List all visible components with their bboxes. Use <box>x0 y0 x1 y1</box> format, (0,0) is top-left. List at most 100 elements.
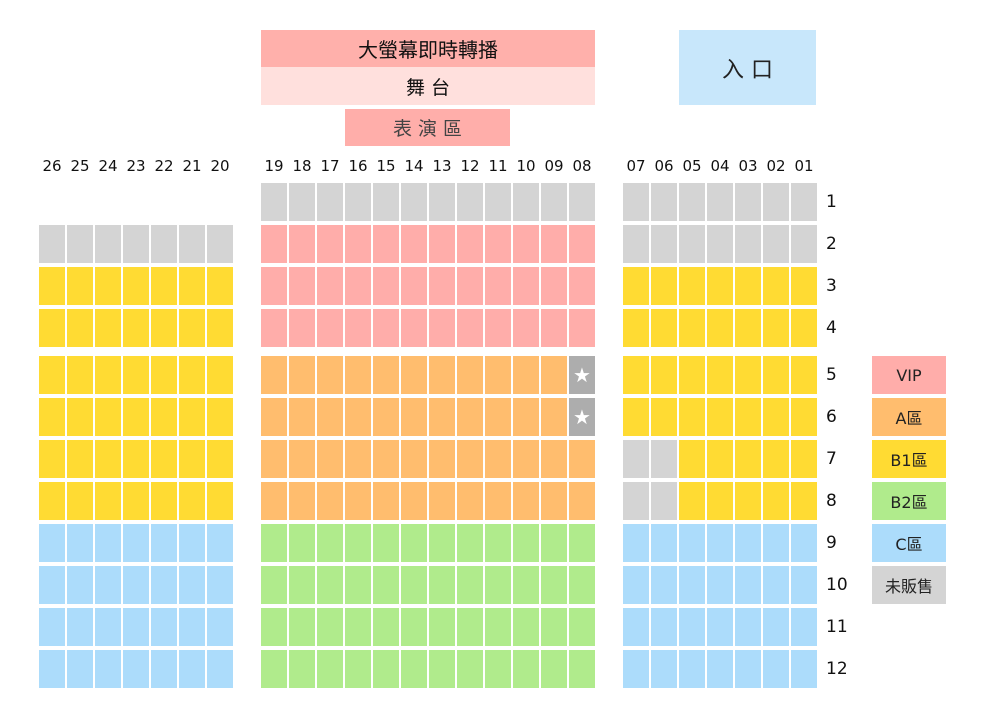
seat[interactable] <box>207 608 233 646</box>
seat[interactable] <box>179 650 205 688</box>
seat[interactable] <box>207 398 233 436</box>
seat[interactable] <box>123 225 149 263</box>
seat[interactable] <box>151 482 177 520</box>
seat[interactable] <box>651 398 677 436</box>
seat[interactable] <box>401 608 427 646</box>
seat[interactable] <box>679 398 705 436</box>
seat[interactable] <box>39 650 65 688</box>
seat[interactable] <box>569 482 595 520</box>
seat[interactable] <box>151 440 177 478</box>
seat[interactable] <box>123 608 149 646</box>
seat[interactable] <box>485 356 511 394</box>
seat[interactable] <box>123 650 149 688</box>
seat[interactable] <box>345 398 371 436</box>
seat[interactable] <box>569 440 595 478</box>
seat[interactable] <box>39 356 65 394</box>
seat[interactable] <box>317 356 343 394</box>
seat[interactable] <box>541 225 567 263</box>
seat[interactable] <box>763 225 789 263</box>
seat[interactable] <box>707 309 733 347</box>
seat[interactable] <box>791 566 817 604</box>
seat[interactable] <box>207 356 233 394</box>
seat[interactable] <box>735 267 761 305</box>
seat[interactable] <box>457 398 483 436</box>
seat[interactable] <box>791 225 817 263</box>
seat[interactable] <box>429 524 455 562</box>
seat[interactable] <box>373 524 399 562</box>
seat[interactable] <box>345 650 371 688</box>
seat[interactable] <box>373 608 399 646</box>
seat[interactable] <box>791 524 817 562</box>
seat[interactable] <box>791 608 817 646</box>
seat[interactable] <box>651 225 677 263</box>
seat[interactable] <box>39 524 65 562</box>
seat[interactable] <box>39 398 65 436</box>
seat[interactable] <box>289 398 315 436</box>
seat[interactable] <box>707 482 733 520</box>
seat[interactable] <box>261 183 287 221</box>
seat[interactable] <box>707 225 733 263</box>
seat[interactable] <box>569 608 595 646</box>
seat[interactable] <box>735 608 761 646</box>
seat[interactable] <box>67 398 93 436</box>
seat[interactable] <box>457 183 483 221</box>
seat[interactable] <box>373 309 399 347</box>
seat[interactable] <box>207 650 233 688</box>
seat[interactable] <box>569 650 595 688</box>
seat[interactable] <box>151 225 177 263</box>
seat[interactable] <box>513 482 539 520</box>
seat[interactable] <box>623 356 649 394</box>
seat[interactable] <box>289 524 315 562</box>
seat[interactable] <box>401 267 427 305</box>
seat[interactable] <box>179 267 205 305</box>
seat[interactable] <box>623 524 649 562</box>
seat[interactable] <box>179 309 205 347</box>
seat[interactable] <box>289 356 315 394</box>
seat[interactable] <box>763 267 789 305</box>
seat[interactable] <box>735 356 761 394</box>
seat[interactable] <box>67 524 93 562</box>
seat[interactable] <box>123 267 149 305</box>
seat[interactable] <box>67 608 93 646</box>
seat[interactable] <box>623 482 649 520</box>
seat[interactable] <box>151 267 177 305</box>
seat[interactable] <box>345 267 371 305</box>
seat[interactable] <box>179 524 205 562</box>
seat[interactable] <box>735 566 761 604</box>
seat[interactable] <box>373 566 399 604</box>
seat[interactable] <box>95 608 121 646</box>
seat[interactable] <box>317 183 343 221</box>
seat[interactable] <box>679 440 705 478</box>
seat[interactable] <box>429 183 455 221</box>
seat[interactable] <box>485 267 511 305</box>
seat[interactable] <box>123 440 149 478</box>
seat[interactable] <box>651 183 677 221</box>
seat[interactable] <box>123 309 149 347</box>
seat[interactable] <box>735 398 761 436</box>
seat[interactable] <box>345 440 371 478</box>
seat[interactable] <box>651 482 677 520</box>
seat[interactable] <box>373 440 399 478</box>
seat[interactable] <box>373 183 399 221</box>
seat[interactable] <box>763 566 789 604</box>
seat[interactable] <box>763 398 789 436</box>
seat[interactable] <box>541 398 567 436</box>
seat[interactable] <box>791 650 817 688</box>
seat[interactable] <box>651 650 677 688</box>
seat[interactable] <box>179 440 205 478</box>
seat[interactable] <box>429 440 455 478</box>
seat[interactable] <box>457 650 483 688</box>
seat[interactable] <box>401 440 427 478</box>
seat[interactable] <box>569 183 595 221</box>
seat[interactable] <box>151 608 177 646</box>
seat[interactable] <box>179 482 205 520</box>
seat[interactable] <box>513 356 539 394</box>
seat[interactable] <box>513 309 539 347</box>
seat[interactable] <box>67 309 93 347</box>
seat[interactable] <box>95 650 121 688</box>
seat[interactable] <box>791 309 817 347</box>
seat[interactable] <box>485 566 511 604</box>
seat[interactable] <box>541 608 567 646</box>
seat[interactable] <box>317 267 343 305</box>
seat[interactable] <box>289 650 315 688</box>
